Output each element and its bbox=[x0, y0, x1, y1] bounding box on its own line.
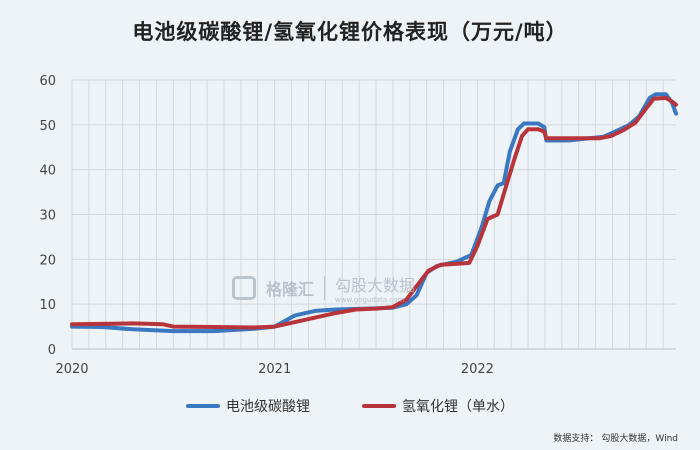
data-source: 数据支持： 勾股大数据，Wind bbox=[550, 431, 678, 444]
x-tick-label-2020: 2020 bbox=[55, 362, 88, 377]
watermark-brand: 格隆汇 bbox=[266, 280, 315, 299]
gelonghui-logo-icon bbox=[232, 276, 256, 300]
x-tick-label-2022: 2022 bbox=[461, 362, 494, 377]
y-tick-label-0: 0 bbox=[48, 343, 56, 358]
watermark: 格隆汇 勾股大数据 www.gogudata.com bbox=[232, 272, 415, 304]
y-tick-label-10: 10 bbox=[39, 298, 56, 313]
legend-label-lithium-carbonate: 电池级碳酸锂 bbox=[226, 399, 310, 415]
watermark-product: 勾股大数据 bbox=[335, 276, 416, 295]
watermark-divider bbox=[324, 276, 326, 300]
legend-item-lithium-hydroxide: 氢氧化锂（单水） bbox=[362, 396, 514, 416]
source-text: 勾股大数据，Wind bbox=[601, 434, 678, 444]
chart-title: 电池级碳酸锂/氢氧化锂价格表现（万元/吨） bbox=[132, 20, 568, 44]
source-prefix: 数据支持： bbox=[553, 434, 599, 444]
y-tick-label-40: 40 bbox=[39, 164, 56, 179]
legend-label-lithium-hydroxide: 氢氧化锂（单水） bbox=[402, 399, 514, 415]
series-line-lithium-hydroxide bbox=[70, 95, 678, 330]
legend-item-lithium-carbonate: 电池级碳酸锂 bbox=[186, 396, 310, 416]
y-tick-label-50: 50 bbox=[39, 119, 56, 134]
y-tick-label-30: 30 bbox=[39, 209, 56, 224]
y-tick-label-20: 20 bbox=[39, 253, 56, 268]
chart-legend: 电池级碳酸锂 氢氧化锂（单水） bbox=[0, 396, 700, 416]
watermark-product-block: 勾股大数据 www.gogudata.com bbox=[335, 272, 415, 304]
legend-swatch-lithium-hydroxide bbox=[362, 404, 396, 408]
watermark-url: www.gogudata.com bbox=[335, 296, 405, 304]
legend-swatch-lithium-carbonate bbox=[186, 404, 220, 408]
x-tick-label-2021: 2021 bbox=[258, 362, 291, 377]
y-tick-label-60: 60 bbox=[39, 74, 56, 89]
